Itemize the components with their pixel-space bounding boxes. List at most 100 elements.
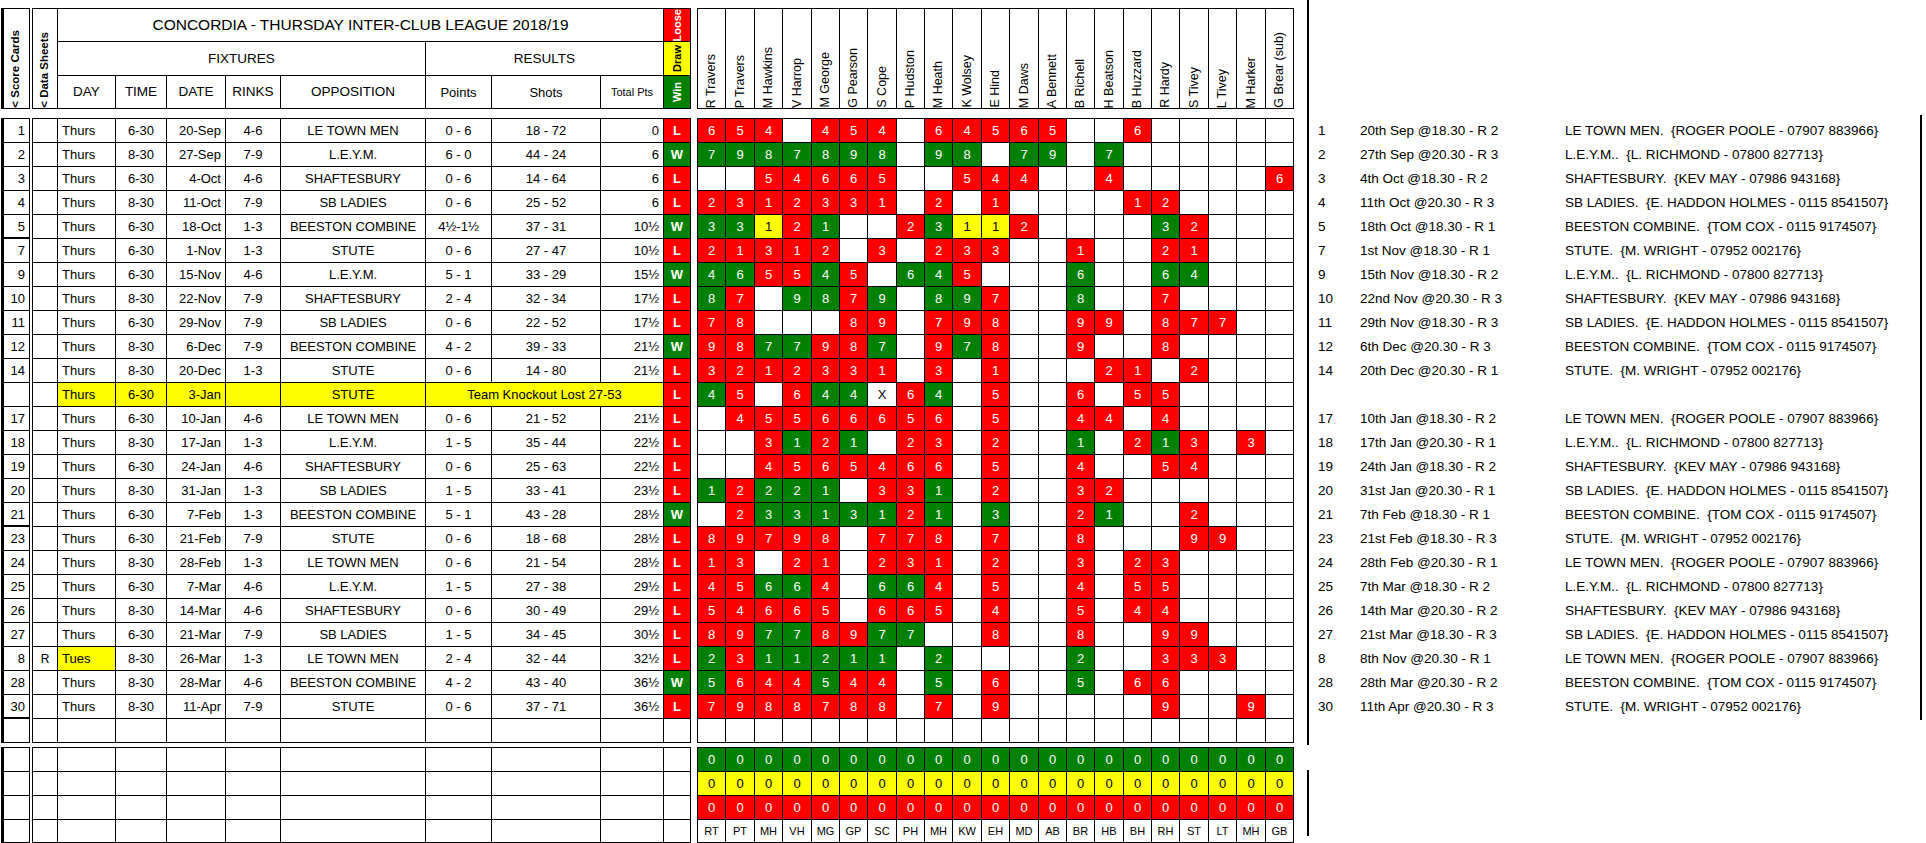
score-cell[interactable] bbox=[1038, 238, 1067, 263]
result-cell[interactable]: L bbox=[663, 166, 691, 191]
score-cell[interactable]: 6 bbox=[782, 598, 812, 623]
score-cell[interactable]: 6 bbox=[981, 670, 1010, 695]
score-cell[interactable]: 8 bbox=[1066, 286, 1095, 311]
score-cell[interactable]: 5 bbox=[1038, 118, 1067, 143]
score-cell[interactable] bbox=[1009, 478, 1039, 503]
score-cell[interactable] bbox=[1265, 238, 1294, 263]
score-cell[interactable]: 6 bbox=[725, 670, 755, 695]
score-cell[interactable] bbox=[1066, 166, 1095, 191]
score-cell[interactable] bbox=[896, 286, 925, 311]
total-pts-cell[interactable]: 10½ bbox=[600, 214, 664, 239]
rinks-cell[interactable]: 7-9 bbox=[225, 142, 281, 167]
player-initials-cell[interactable]: LT bbox=[1208, 819, 1237, 843]
total-pts-cell[interactable]: 29½ bbox=[600, 574, 664, 599]
data-sheets-header[interactable]: < Data Sheets bbox=[32, 8, 58, 109]
panel-row-number[interactable]: 10 bbox=[1318, 286, 1352, 310]
player-header[interactable]: M Hawkins bbox=[754, 8, 783, 109]
rinks-cell[interactable]: 7-9 bbox=[225, 286, 281, 311]
rearranged-flag-cell[interactable] bbox=[32, 550, 58, 575]
score-cell[interactable]: 6 bbox=[1009, 118, 1039, 143]
time-cell[interactable]: 8-30 bbox=[115, 190, 167, 215]
score-cell[interactable] bbox=[896, 166, 925, 191]
empty-cell[interactable] bbox=[600, 819, 664, 843]
panel-row-number[interactable]: 3 bbox=[1318, 166, 1352, 190]
empty-cell[interactable] bbox=[57, 718, 116, 743]
time-cell[interactable]: 6-30 bbox=[115, 526, 167, 551]
score-cell[interactable]: 1 bbox=[1094, 502, 1124, 527]
result-cell[interactable]: L bbox=[663, 550, 691, 575]
score-cell[interactable] bbox=[867, 430, 897, 455]
loss-total-cell[interactable]: 0 bbox=[1179, 795, 1209, 820]
score-cell[interactable]: 4 bbox=[867, 454, 897, 479]
score-cell[interactable]: 2 bbox=[725, 358, 755, 383]
panel-schedule[interactable]: 4th Oct @18.30 - R 2 bbox=[1360, 166, 1560, 190]
player-initials-cell[interactable]: AB bbox=[1038, 819, 1067, 843]
empty-cell[interactable] bbox=[280, 747, 426, 772]
empty-cell[interactable] bbox=[1265, 718, 1294, 743]
empty-cell[interactable] bbox=[166, 819, 226, 843]
shots-cell[interactable]: 18 - 72 bbox=[491, 118, 601, 143]
win-total-cell[interactable]: 0 bbox=[952, 747, 982, 772]
win-total-cell[interactable]: 0 bbox=[1151, 747, 1180, 772]
score-cell[interactable] bbox=[1265, 262, 1294, 287]
player-header[interactable]: K Wolsey bbox=[952, 8, 982, 109]
score-cell[interactable] bbox=[952, 598, 982, 623]
player-initials-cell[interactable]: MH bbox=[754, 819, 783, 843]
score-cell[interactable]: 4 bbox=[725, 406, 755, 431]
score-cell[interactable]: 9 bbox=[952, 310, 982, 335]
loss-total-cell[interactable]: 0 bbox=[1123, 795, 1152, 820]
score-cell[interactable] bbox=[1208, 454, 1237, 479]
score-cell[interactable]: 5 bbox=[782, 406, 812, 431]
score-cell[interactable]: 5 bbox=[754, 166, 783, 191]
points-cell[interactable]: 0 - 6 bbox=[425, 526, 492, 551]
panel-opponent-contact[interactable]: SB LADIES. {E. HADDON HOLMES - 0115 8541… bbox=[1565, 310, 1925, 334]
row-number-cell[interactable]: 23 bbox=[2, 526, 30, 551]
score-cell[interactable] bbox=[697, 406, 726, 431]
total-pts-cell[interactable]: 6 bbox=[600, 190, 664, 215]
result-cell[interactable]: L bbox=[663, 286, 691, 311]
score-cell[interactable] bbox=[1123, 454, 1152, 479]
result-cell[interactable]: L bbox=[663, 382, 691, 407]
points-cell[interactable]: 0 - 6 bbox=[425, 550, 492, 575]
result-cell[interactable]: L bbox=[663, 454, 691, 479]
day-cell[interactable]: Thurs bbox=[57, 526, 116, 551]
rinks-cell[interactable]: 1-3 bbox=[225, 478, 281, 503]
score-cell[interactable] bbox=[1265, 550, 1294, 575]
score-cell[interactable]: 5 bbox=[839, 454, 868, 479]
score-cell[interactable]: 6 bbox=[1066, 382, 1095, 407]
shots-cell[interactable]: 21 - 52 bbox=[491, 406, 601, 431]
score-cell[interactable] bbox=[839, 214, 868, 239]
score-cell[interactable]: 3 bbox=[1151, 550, 1180, 575]
empty-cell[interactable] bbox=[166, 771, 226, 796]
day-cell[interactable]: Thurs bbox=[57, 550, 116, 575]
score-cell[interactable]: 2 bbox=[981, 478, 1010, 503]
player-header[interactable]: A Bennett bbox=[1038, 8, 1067, 109]
player-header[interactable]: B Richell bbox=[1066, 8, 1095, 109]
score-cell[interactable] bbox=[1179, 574, 1209, 599]
score-cell[interactable]: 6 bbox=[924, 118, 953, 143]
score-cell[interactable] bbox=[1009, 334, 1039, 359]
score-cell[interactable]: 9 bbox=[924, 142, 953, 167]
rinks-cell[interactable]: 1-3 bbox=[225, 430, 281, 455]
loss-total-cell[interactable]: 0 bbox=[1236, 795, 1266, 820]
score-cell[interactable]: 2 bbox=[782, 550, 812, 575]
panel-opponent-contact[interactable]: STUTE. {M. WRIGHT - 07952 002176} bbox=[1565, 694, 1925, 718]
row-number-cell[interactable]: 26 bbox=[2, 598, 30, 623]
result-cell[interactable]: L bbox=[663, 310, 691, 335]
points-cell[interactable]: 6 - 0 bbox=[425, 142, 492, 167]
empty-cell[interactable] bbox=[280, 795, 426, 820]
score-cell[interactable] bbox=[1066, 190, 1095, 215]
total-pts-cell[interactable]: 28½ bbox=[600, 550, 664, 575]
panel-opponent-contact[interactable]: L.E.Y.M.. {L. RICHMOND - 07800 827713} bbox=[1565, 430, 1925, 454]
score-cell[interactable] bbox=[1009, 622, 1039, 647]
score-cell[interactable]: 5 bbox=[1151, 454, 1180, 479]
result-cell[interactable]: W bbox=[663, 142, 691, 167]
player-header[interactable]: S Tivey bbox=[1179, 8, 1209, 109]
row-number-cell[interactable]: 7 bbox=[2, 238, 30, 263]
score-cell[interactable]: 7 bbox=[867, 622, 897, 647]
score-cell[interactable] bbox=[952, 478, 982, 503]
score-cell[interactable]: 8 bbox=[1066, 526, 1095, 551]
player-initials-cell[interactable]: BR bbox=[1066, 819, 1095, 843]
score-cell[interactable] bbox=[1208, 190, 1237, 215]
shots-cell[interactable]: 43 - 40 bbox=[491, 670, 601, 695]
